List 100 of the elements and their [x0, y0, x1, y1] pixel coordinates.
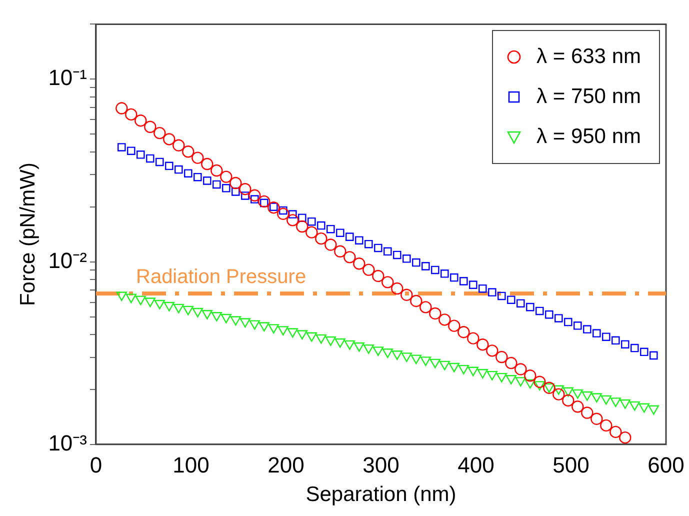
point	[184, 169, 192, 178]
point	[154, 126, 166, 140]
point	[172, 139, 185, 152]
point	[420, 301, 432, 314]
point	[610, 398, 622, 408]
point	[554, 314, 563, 322]
point	[210, 164, 223, 177]
point	[515, 377, 526, 387]
point	[136, 150, 145, 159]
point	[600, 395, 612, 405]
point	[382, 348, 394, 358]
point	[192, 152, 204, 164]
point	[583, 325, 592, 334]
legend-label: λ = 950 nm	[536, 125, 641, 150]
point	[507, 296, 516, 304]
point	[621, 340, 630, 349]
point	[382, 276, 394, 288]
point	[552, 388, 565, 400]
point	[127, 146, 136, 155]
point	[278, 326, 289, 336]
point	[536, 306, 544, 316]
point	[326, 224, 335, 234]
point	[268, 324, 280, 334]
point	[648, 405, 660, 415]
point	[372, 270, 384, 282]
point	[372, 346, 384, 356]
point	[602, 332, 610, 342]
x-axis-title: Separation (nm)	[306, 483, 456, 506]
point	[363, 344, 374, 354]
point	[630, 344, 639, 352]
y-tick-label: 10⁻²	[48, 248, 87, 273]
y-tick-label: 10⁻³	[48, 430, 87, 456]
point	[458, 364, 470, 374]
point	[524, 370, 536, 382]
point	[232, 188, 240, 196]
x-tick-label: 0	[90, 452, 102, 478]
point	[203, 176, 212, 185]
point	[240, 318, 251, 328]
point	[286, 214, 299, 226]
point	[486, 370, 498, 380]
point	[287, 328, 298, 338]
point	[308, 217, 316, 226]
point	[526, 302, 534, 312]
point	[467, 332, 480, 344]
point	[393, 250, 402, 260]
point	[212, 180, 221, 189]
point	[239, 183, 252, 196]
point	[629, 401, 640, 411]
point	[572, 400, 584, 413]
point	[116, 292, 128, 302]
point	[336, 228, 344, 238]
point	[163, 133, 176, 146]
legend-label: λ = 633 nm	[536, 45, 641, 70]
x-tick-label: 200	[268, 452, 304, 478]
point	[346, 232, 354, 241]
point	[258, 195, 270, 208]
point	[619, 431, 632, 444]
point	[410, 294, 422, 308]
point	[201, 158, 214, 170]
point	[146, 154, 154, 163]
point	[600, 419, 612, 432]
point	[324, 238, 337, 251]
point	[545, 310, 554, 319]
point	[430, 358, 441, 368]
point	[620, 399, 631, 409]
point	[354, 342, 365, 352]
point	[241, 192, 250, 200]
point	[448, 320, 460, 332]
point	[222, 184, 230, 192]
point	[429, 307, 442, 320]
y-tick-label: 10⁻¹	[48, 65, 87, 90]
point	[230, 176, 242, 190]
point	[476, 338, 489, 351]
point	[486, 344, 498, 357]
x-tick-label: 400	[458, 452, 494, 478]
point	[288, 210, 297, 218]
point	[506, 374, 517, 384]
point	[315, 232, 328, 245]
point	[612, 336, 620, 345]
point	[590, 412, 603, 425]
point	[438, 314, 451, 326]
x-tick-label: 600	[648, 452, 684, 478]
point	[316, 334, 327, 344]
legend-label: λ = 750 nm	[536, 85, 641, 110]
point	[402, 254, 411, 263]
point	[572, 389, 584, 399]
point	[355, 236, 364, 245]
point	[478, 284, 487, 293]
point	[553, 385, 564, 395]
point	[391, 282, 404, 295]
point	[174, 165, 183, 174]
point	[592, 329, 601, 338]
point	[135, 296, 146, 306]
point	[126, 294, 137, 304]
point	[306, 332, 318, 342]
point	[258, 322, 270, 332]
point	[249, 320, 260, 330]
point	[514, 363, 527, 376]
point	[401, 352, 412, 362]
point	[334, 338, 346, 348]
